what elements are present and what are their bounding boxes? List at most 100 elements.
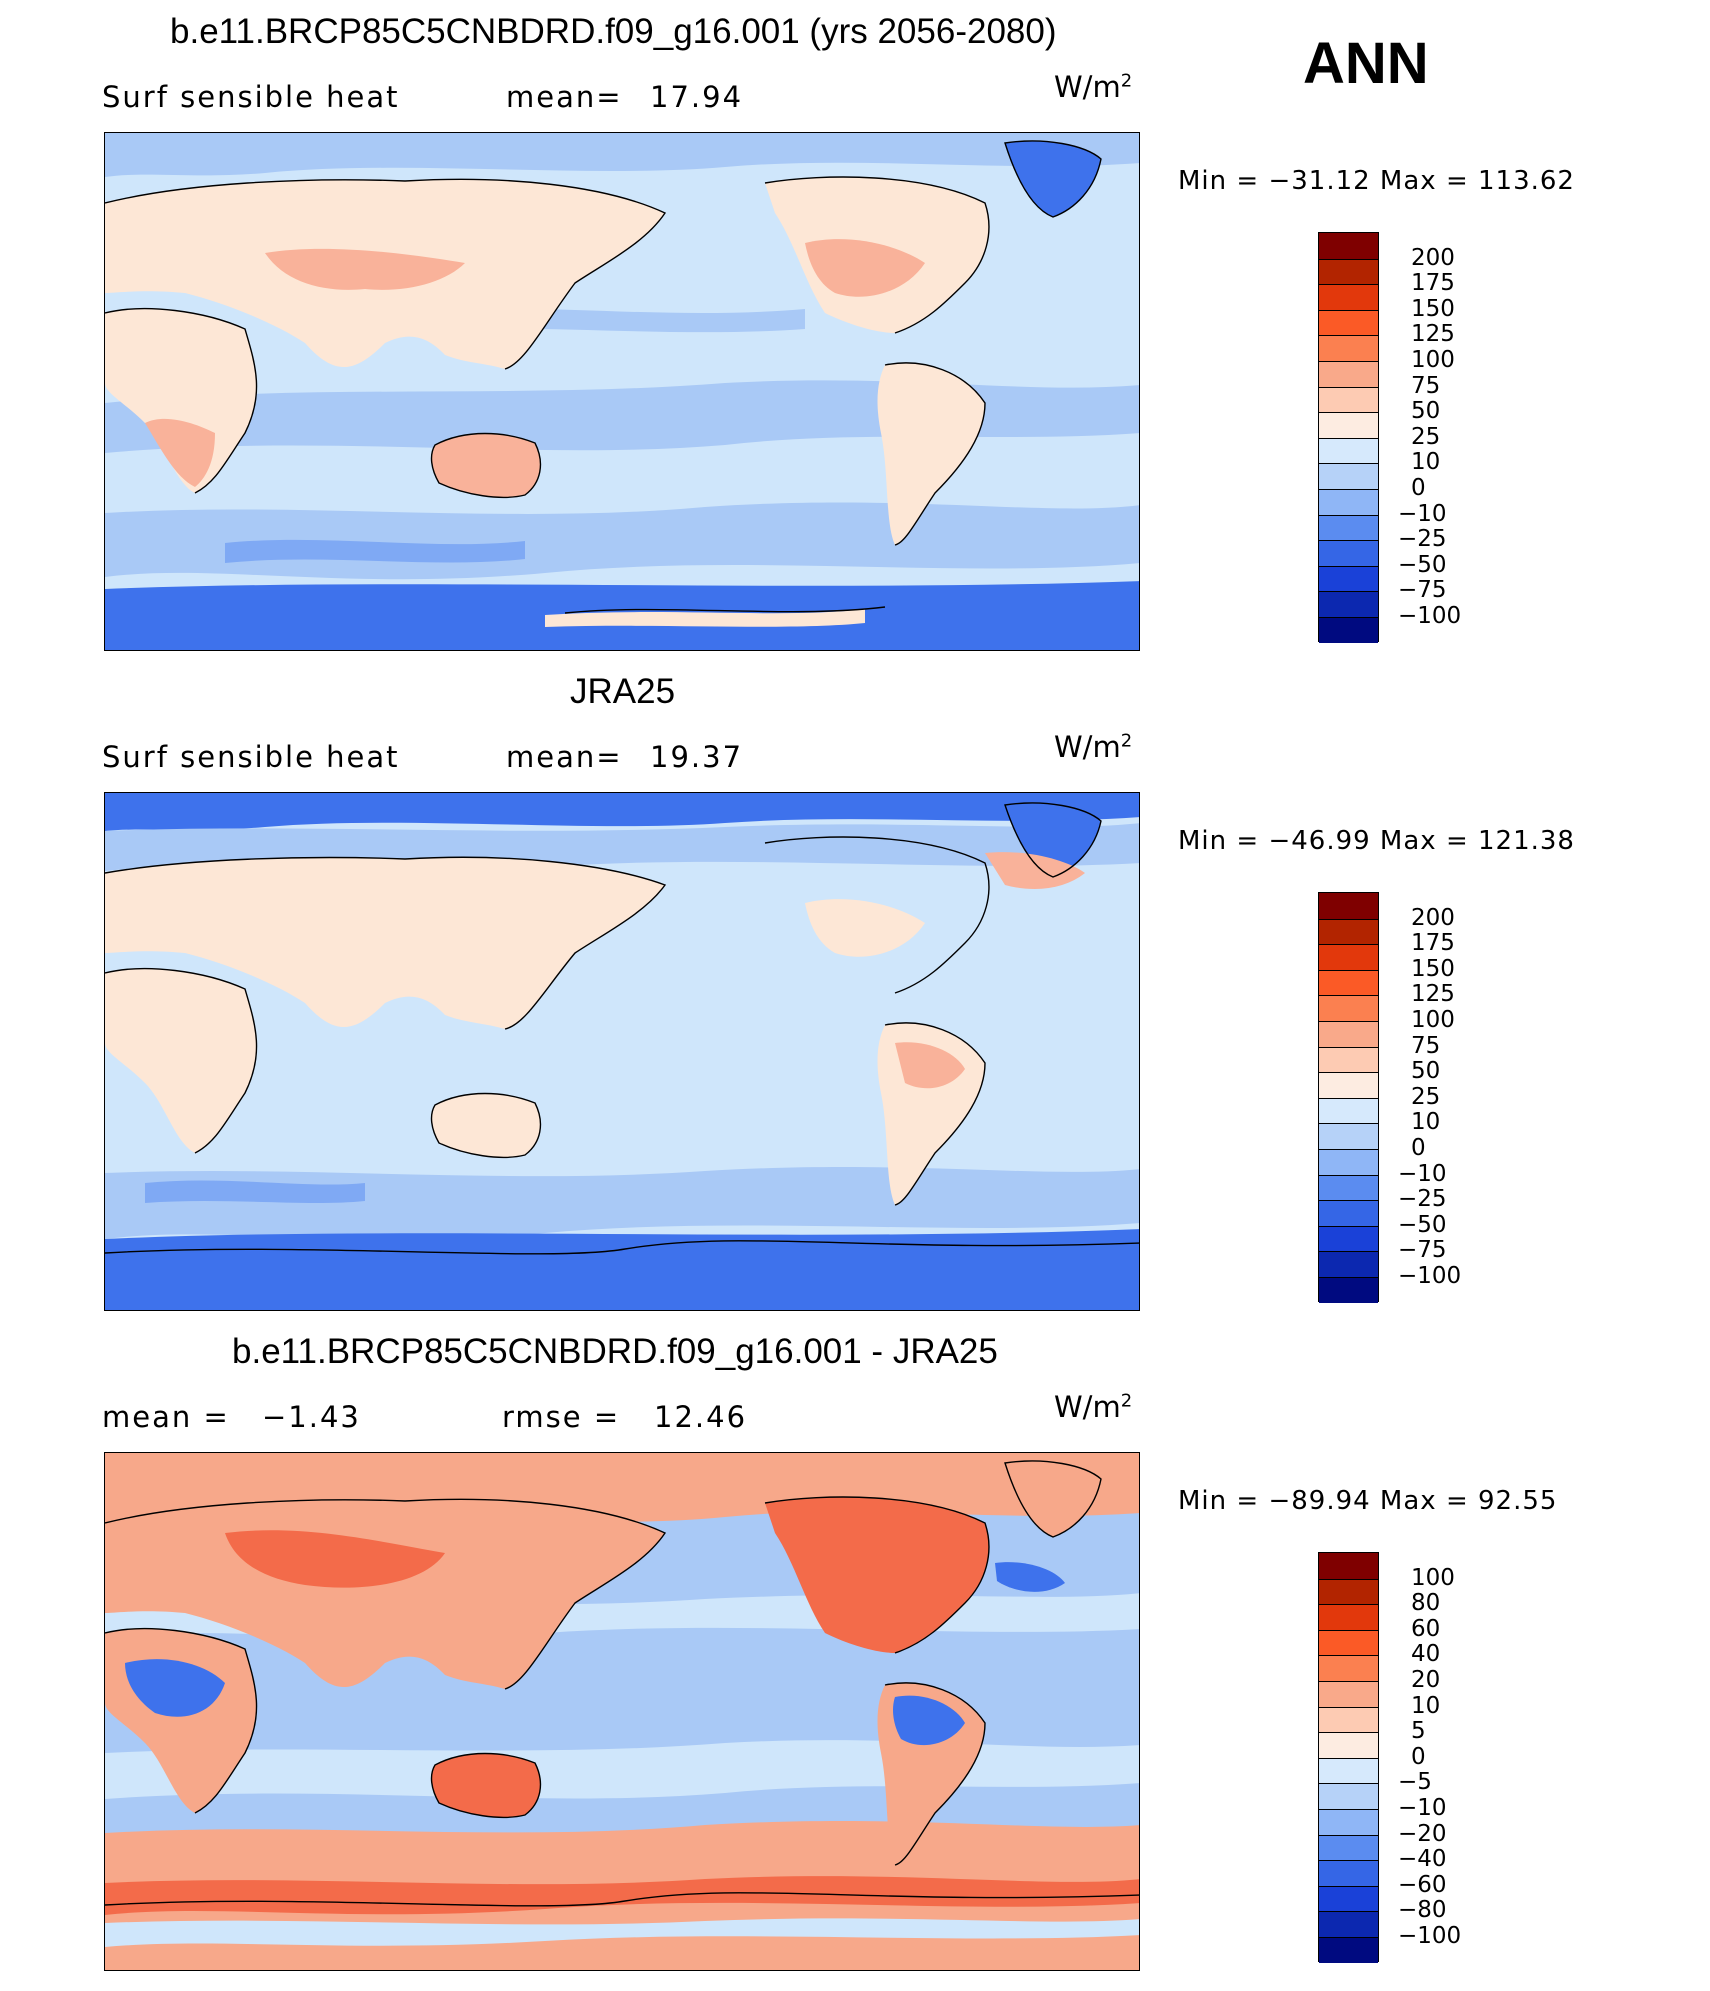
- colorbar-tick-label: −25: [1398, 1186, 1447, 1213]
- colorbar-tick-label: 5: [1411, 1718, 1426, 1745]
- colorbar-tick-label: −100: [1398, 1263, 1462, 1289]
- panel3-rmse-value: 12.46: [654, 1400, 748, 1434]
- colorbar-swatch: [1319, 233, 1378, 259]
- colorbar-tick-label: −100: [1398, 1923, 1462, 1949]
- colorbar-swatch: [1319, 1097, 1378, 1124]
- colorbar-tick-label: 200: [1411, 904, 1455, 931]
- colorbar-tick-label: −5: [1398, 1769, 1432, 1796]
- panel3-minmax: Min = −89.94 Max = 92.55: [1178, 1486, 1558, 1516]
- panel1-units: W/m2: [1054, 70, 1133, 104]
- colorbar-swatch: [1319, 1757, 1378, 1784]
- colorbar-swatch: [1319, 944, 1378, 970]
- colorbar-tick-label: −10: [1398, 1795, 1447, 1821]
- panel3-units: W/m2: [1054, 1390, 1133, 1424]
- colorbar-swatch: [1319, 284, 1378, 310]
- colorbar-swatch: [1319, 1860, 1378, 1886]
- colorbar-swatch: [1319, 1655, 1378, 1681]
- colorbar-swatch: [1319, 1072, 1378, 1098]
- colorbar-tick-label: 100: [1411, 347, 1455, 373]
- colorbar-swatch: [1319, 1251, 1378, 1277]
- panel2-mean-value: 19.37: [650, 740, 744, 774]
- panel1-title: b.e11.BRCP85C5CNBDRD.f09_g16.001 (yrs 20…: [170, 12, 1057, 51]
- colorbar-swatch: [1319, 995, 1378, 1021]
- colorbar-swatch: [1319, 258, 1378, 285]
- colorbar-tick-label: 0: [1411, 1135, 1426, 1161]
- colorbar-swatch: [1319, 1937, 1378, 1963]
- colorbar-swatch: [1319, 1149, 1378, 1175]
- colorbar-tick-label: 125: [1411, 321, 1455, 348]
- colorbar-swatch: [1319, 1578, 1378, 1605]
- colorbar-tick-label: 25: [1411, 1083, 1441, 1110]
- panel3-colorbar-swatches: [1318, 1552, 1379, 1963]
- panel3-map: [104, 1452, 1140, 1971]
- colorbar-swatch: [1319, 1783, 1378, 1809]
- panel2-mean-label: mean=: [506, 740, 623, 774]
- colorbar-swatch: [1319, 1200, 1378, 1226]
- colorbar-tick-label: 10: [1411, 449, 1441, 476]
- colorbar-swatch: [1319, 969, 1378, 996]
- colorbar-swatch: [1319, 540, 1378, 566]
- colorbar-swatch: [1319, 565, 1378, 592]
- colorbar-tick-label: 80: [1411, 1590, 1441, 1617]
- colorbar-tick-label: 40: [1411, 1641, 1441, 1668]
- colorbar-swatch: [1319, 1681, 1378, 1707]
- colorbar-tick-label: −40: [1398, 1846, 1447, 1873]
- colorbar-tick-label: 20: [1411, 1667, 1441, 1693]
- colorbar-swatch: [1319, 1604, 1378, 1630]
- colorbar-tick-label: 100: [1411, 1564, 1455, 1591]
- colorbar-tick-label: 150: [1411, 955, 1455, 982]
- colorbar-tick-label: 0: [1411, 1743, 1426, 1770]
- panel1-minmax: Min = −31.12 Max = 113.62: [1178, 166, 1575, 196]
- colorbar-tick-label: 100: [1411, 1007, 1455, 1033]
- colorbar-swatch: [1319, 1225, 1378, 1252]
- colorbar-tick-label: 50: [1411, 398, 1441, 425]
- colorbar-tick-label: −10: [1398, 500, 1447, 527]
- colorbar-tick-label: −25: [1398, 526, 1447, 553]
- season-label: ANN: [1303, 31, 1429, 96]
- colorbar-swatch: [1319, 437, 1378, 464]
- colorbar-tick-label: 75: [1411, 1032, 1441, 1059]
- panel3-mean-value: −1.43: [262, 1400, 361, 1434]
- colorbar-tick-label: 175: [1411, 930, 1455, 957]
- panel2-colorbar-swatches: [1318, 892, 1379, 1303]
- colorbar-swatch: [1319, 893, 1378, 919]
- panel2-title: JRA25: [570, 672, 676, 711]
- colorbar-swatch: [1319, 1174, 1378, 1201]
- colorbar-swatch: [1319, 617, 1378, 643]
- colorbar-tick-label: −75: [1398, 577, 1447, 604]
- colorbar-tick-label: 0: [1411, 475, 1426, 501]
- colorbar-swatch: [1319, 1629, 1378, 1656]
- colorbar-swatch: [1319, 1553, 1378, 1579]
- colorbar-tick-label: 10: [1411, 1109, 1441, 1136]
- colorbar-swatch: [1319, 361, 1378, 387]
- colorbar-tick-label: −20: [1398, 1820, 1447, 1847]
- panel3-mean-label: mean =: [102, 1400, 230, 1434]
- colorbar-swatch: [1319, 1021, 1378, 1047]
- colorbar-tick-label: −100: [1398, 603, 1462, 629]
- colorbar-swatch: [1319, 514, 1378, 541]
- colorbar-swatch: [1319, 412, 1378, 438]
- colorbar-tick-label: 50: [1411, 1058, 1441, 1085]
- colorbar-tick-label: 150: [1411, 295, 1455, 322]
- colorbar-swatch: [1319, 386, 1378, 413]
- panel1-mean-value: 17.94: [650, 80, 744, 114]
- colorbar-swatch: [1319, 1885, 1378, 1912]
- colorbar-swatch: [1319, 1834, 1378, 1861]
- colorbar-tick-label: −60: [1398, 1871, 1447, 1898]
- panel3-rmse-label: rmse =: [502, 1400, 621, 1434]
- colorbar-tick-label: −50: [1398, 551, 1447, 578]
- panel1-colorbar-swatches: [1318, 232, 1379, 643]
- colorbar-tick-label: 125: [1411, 981, 1455, 1008]
- colorbar-tick-label: 75: [1411, 372, 1441, 399]
- colorbar-swatch: [1319, 1123, 1378, 1149]
- panel3-title: b.e11.BRCP85C5CNBDRD.f09_g16.001 - JRA25: [232, 1332, 998, 1371]
- colorbar-swatch: [1319, 1046, 1378, 1073]
- colorbar-tick-label: −75: [1398, 1237, 1447, 1264]
- panel2-variable-label: Surf sensible heat: [102, 740, 400, 774]
- colorbar-tick-label: 175: [1411, 270, 1455, 297]
- colorbar-tick-label: 60: [1411, 1615, 1441, 1642]
- panel2-map: [104, 792, 1140, 1311]
- colorbar-tick-label: 200: [1411, 244, 1455, 271]
- colorbar-tick-label: 10: [1411, 1692, 1441, 1719]
- colorbar-swatch: [1319, 1706, 1378, 1733]
